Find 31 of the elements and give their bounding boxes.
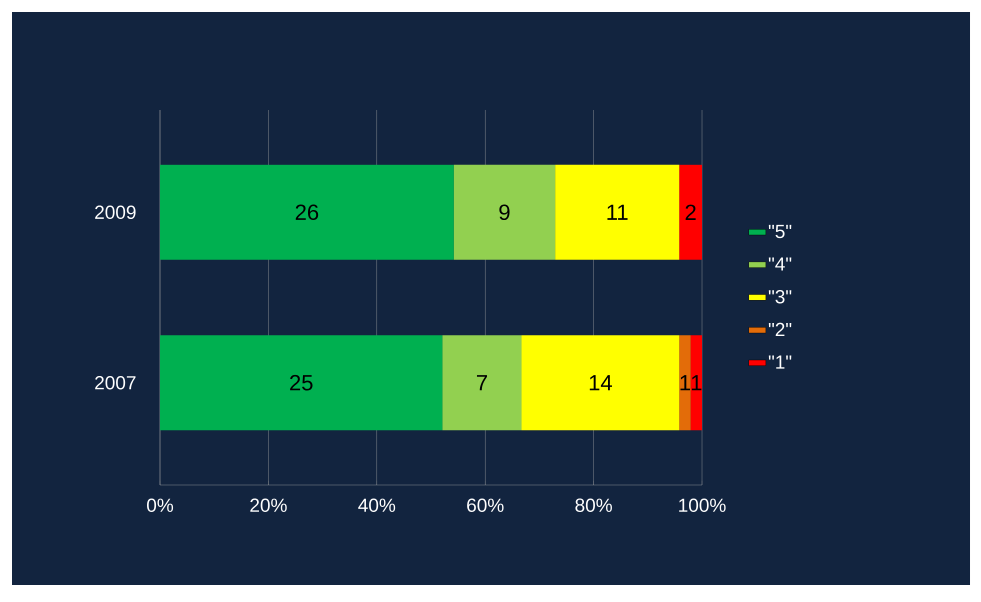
annotation: 9 [499, 204, 510, 220]
y-tick-label: 2007 [95, 376, 136, 390]
annotation: 2 [686, 204, 696, 220]
annotation: 1 [680, 375, 690, 390]
legend-label: "2" [768, 322, 792, 336]
bar [160, 335, 442, 430]
x-tick-label: 100% [679, 498, 726, 512]
x-tick-label: 40% [358, 498, 396, 512]
bar [679, 335, 691, 430]
bar [454, 164, 556, 260]
x-tick-label: 80% [575, 498, 612, 512]
x-tick-label: 60% [467, 498, 504, 512]
x-tick-label: 20% [250, 498, 287, 512]
annotation: 1 [692, 375, 702, 390]
annotation: 26 [296, 204, 318, 220]
bar [555, 164, 680, 260]
legend-label: "5" [768, 224, 792, 238]
annotation: 25 [290, 374, 312, 391]
annotation: 7 [476, 375, 487, 390]
x-tick-label: 0% [147, 498, 174, 512]
annotation: 14 [590, 375, 612, 390]
y-tick-label: 2009 [95, 206, 136, 219]
legend-label: "1" [768, 356, 792, 369]
legend-label: "4" [768, 257, 792, 271]
bar [679, 164, 702, 260]
bar [690, 335, 702, 430]
bar [160, 164, 454, 260]
annotation: 11 [607, 204, 628, 220]
bar [522, 335, 680, 430]
legend-label: "3" [768, 290, 792, 304]
bar [442, 335, 522, 430]
